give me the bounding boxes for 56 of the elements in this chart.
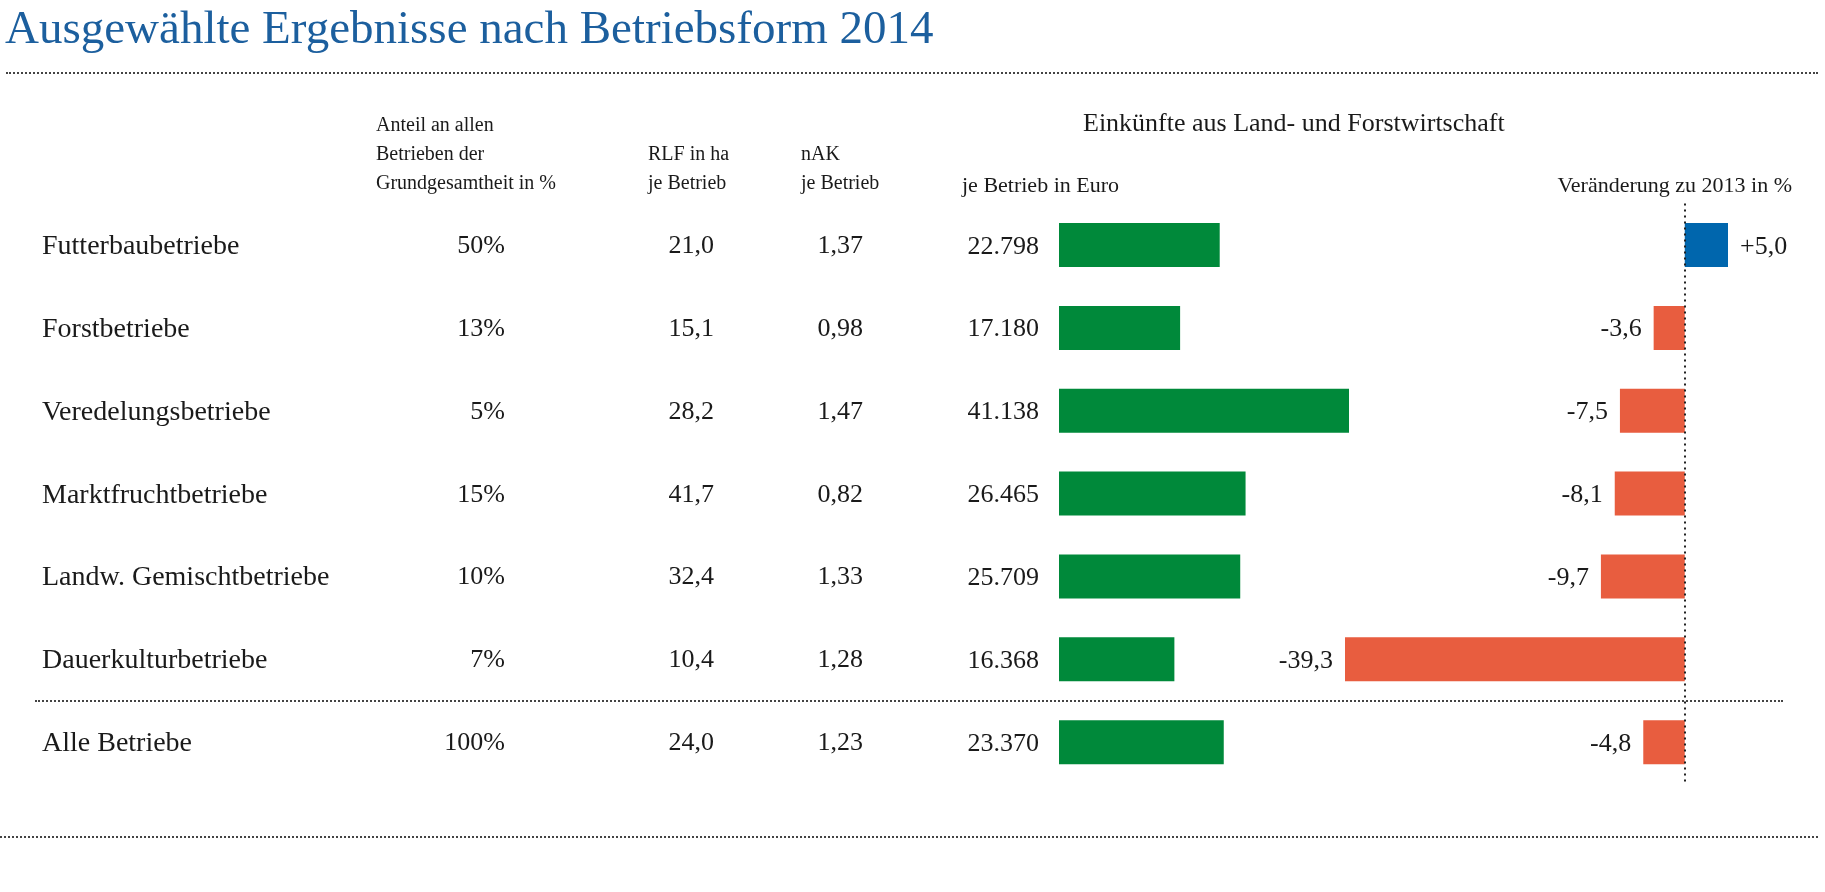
data-label: 7% <box>470 643 505 676</box>
category-label: Forstbetriebe <box>42 310 190 345</box>
category-label: Marktfruchtbetriebe <box>42 476 268 511</box>
data-label: 15% <box>457 477 505 510</box>
category-label: Landw. Gemischtbetriebe <box>42 559 330 594</box>
data-label: 17.180 <box>967 313 1039 343</box>
chart-title: Veränderung zu 2013 in % <box>1557 171 1793 197</box>
bar <box>1059 637 1175 682</box>
data-label: 1,47 <box>817 394 863 427</box>
data-label: 41,7 <box>668 477 714 510</box>
text: nAK je Betrieb <box>801 141 880 196</box>
data-label: 1,28 <box>817 643 863 676</box>
chart-subtitle: je Betrieb in Euro <box>961 171 1120 197</box>
data-label: 13% <box>457 311 505 344</box>
category-label: Futterbaubetriebe <box>42 228 240 262</box>
data-label: 25.709 <box>967 561 1039 591</box>
category-label: Alle Betriebe <box>42 725 193 760</box>
bar <box>1059 223 1220 268</box>
category-label: Dauerkulturbetriebe <box>42 642 268 677</box>
data-label: 21,0 <box>668 229 714 261</box>
data-label: 50% <box>457 229 505 261</box>
data-label: 26.465 <box>967 479 1039 509</box>
category-label: Veredelungsbetriebe <box>42 393 271 428</box>
data-label: -4,8 <box>1590 727 1632 757</box>
data-label: 0,98 <box>817 311 863 344</box>
data-label: 16.368 <box>967 644 1039 674</box>
data-label: 32,4 <box>668 560 714 593</box>
data-label: 23.370 <box>967 727 1039 757</box>
data-label: 1,37 <box>817 229 863 261</box>
text: Anteil an allen Betrieben der Grundgesamtheit in % <box>376 112 556 196</box>
data-label: 0,82 <box>817 477 863 510</box>
data-label: 5% <box>470 394 505 427</box>
bar <box>1059 305 1181 350</box>
data-label: 41.138 <box>967 396 1039 426</box>
data-label: -8,1 <box>1561 479 1603 509</box>
bar <box>1059 720 1224 765</box>
data-label: -39,3 <box>1278 644 1333 674</box>
data-label: +5,0 <box>1740 230 1788 260</box>
data-label: 100% <box>444 726 505 759</box>
bar <box>1059 471 1246 516</box>
bar <box>1059 554 1241 599</box>
data-label: 1,33 <box>817 560 863 593</box>
text: Ausgewählte Ergebnisse nach Betriebsform 2014 <box>5 0 934 54</box>
data-label: 1,23 <box>817 726 863 759</box>
data-label: 28,2 <box>668 394 714 427</box>
data-label: -9,7 <box>1547 561 1589 591</box>
data-label: -7,5 <box>1566 396 1608 426</box>
data-label: 15,1 <box>668 311 714 344</box>
text: RLF in ha je Betrieb <box>648 141 730 196</box>
data-label: -3,6 <box>1600 313 1642 343</box>
data-label: 22.798 <box>967 230 1039 260</box>
bar <box>1059 388 1349 433</box>
data-label: 10% <box>457 560 505 593</box>
data-label: 24,0 <box>668 726 714 759</box>
chart-title: Einkünfte aus Land- und Forstwirtschaft <box>1083 107 1506 137</box>
data-label: 10,4 <box>668 643 714 676</box>
